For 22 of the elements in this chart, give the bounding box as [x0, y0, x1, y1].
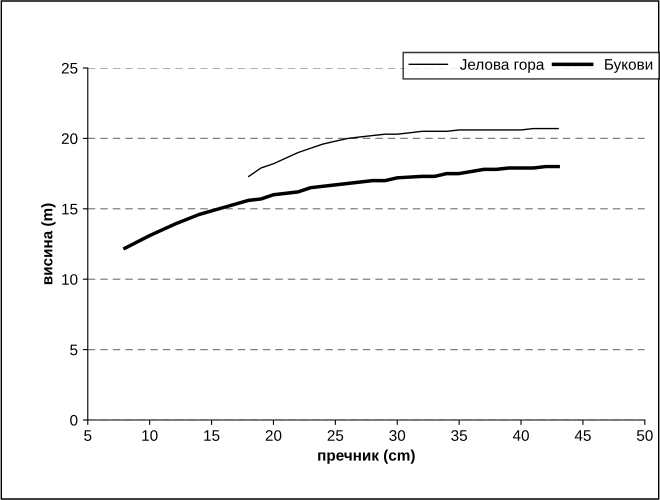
x-tick-label: 50: [636, 430, 653, 441]
x-tick-label: 25: [328, 430, 344, 441]
x-tick-label: 5: [84, 430, 92, 441]
y-tick-label: 25: [62, 62, 78, 74]
line-series: [248, 128, 559, 178]
x-tick-label: 40: [512, 430, 529, 441]
legend-label: Јелова гора: [460, 59, 544, 73]
y-tick-label: 10: [62, 274, 78, 285]
line-series: [123, 164, 560, 250]
x-tick-label: 15: [204, 430, 220, 441]
x-tick-label: 30: [389, 430, 406, 441]
x-axis-title: пречник (cm): [318, 450, 415, 464]
x-tick-label: 45: [574, 430, 591, 441]
y-tick-label: 0: [70, 414, 78, 426]
y-axis-title: висина (m): [41, 204, 56, 284]
x-tick-label: 35: [451, 430, 467, 441]
y-tick-label: 20: [62, 133, 78, 144]
y-tick-label: 15: [62, 204, 78, 214]
y-tick-label: 5: [70, 344, 78, 356]
x-tick-label: 10: [142, 430, 158, 441]
legend-label: Букови: [605, 59, 652, 73]
x-tick-label: 20: [266, 430, 282, 441]
